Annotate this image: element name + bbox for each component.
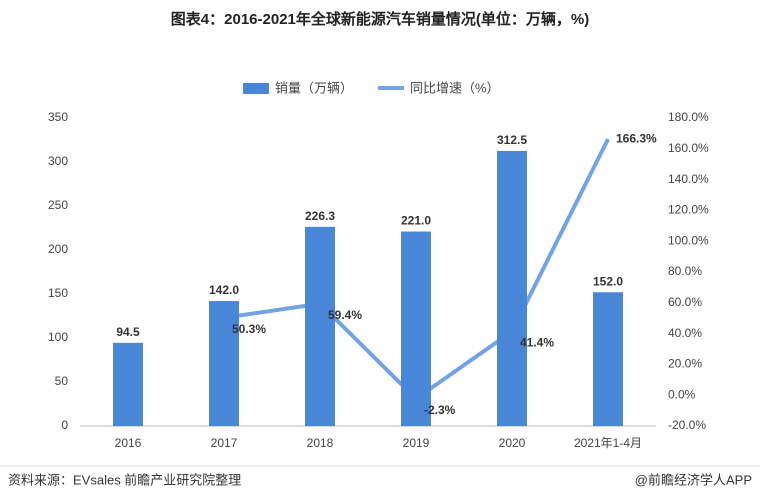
bar xyxy=(593,292,623,426)
y2-tick-label: 40.0% xyxy=(668,326,702,340)
bar xyxy=(497,151,527,426)
chart-title: 图表4：2016-2021年全球新能源汽车销量情况(单位：万辆，%) xyxy=(171,10,589,28)
value-label: 41.4% xyxy=(520,336,554,350)
y2-tick-label: 80.0% xyxy=(668,264,702,278)
x-tick-label: 2017 xyxy=(211,436,238,450)
y2-tick-label: 140.0% xyxy=(668,172,709,186)
value-label: 94.5 xyxy=(116,325,140,339)
y-tick-label: 300 xyxy=(48,154,68,168)
y-tick-label: 0 xyxy=(61,418,68,432)
value-label: 152.0 xyxy=(593,274,623,288)
x-tick-label: 2016 xyxy=(115,436,142,450)
y-tick-label: 100 xyxy=(48,330,68,344)
y2-tick-label: 160.0% xyxy=(668,141,709,155)
y2-tick-label: 180.0% xyxy=(668,110,709,124)
legend-label: 销量（万辆） xyxy=(275,80,353,95)
y2-tick-label: -20.0% xyxy=(668,418,706,432)
y-tick-label: 250 xyxy=(48,198,68,212)
value-label: 59.4% xyxy=(328,308,362,322)
value-label: 142.0 xyxy=(209,283,239,297)
value-label: 312.5 xyxy=(497,133,527,147)
bar xyxy=(209,301,239,426)
credit: @前瞻经济学人APP xyxy=(635,472,752,487)
value-label: -2.3% xyxy=(424,403,456,417)
bar xyxy=(113,342,143,426)
y-tick-label: 350 xyxy=(48,110,68,124)
value-label: 166.3% xyxy=(616,131,657,145)
value-label: 221.0 xyxy=(401,214,431,228)
y2-tick-label: 20.0% xyxy=(668,357,702,371)
y-tick-label: 200 xyxy=(48,242,68,256)
x-tick-label: 2021年1-4月 xyxy=(574,436,642,450)
legend-label: 同比增速（%） xyxy=(410,80,500,95)
y2-tick-label: 100.0% xyxy=(668,233,709,247)
source: 资料来源：EVsales 前瞻产业研究院整理 xyxy=(8,472,241,487)
y2-tick-label: 0.0% xyxy=(668,387,696,401)
y2-tick-label: 60.0% xyxy=(668,295,702,309)
x-tick-label: 2020 xyxy=(499,436,526,450)
bar xyxy=(305,226,335,426)
y2-tick-label: 120.0% xyxy=(668,203,709,217)
value-label: 226.3 xyxy=(305,209,335,223)
y-tick-label: 50 xyxy=(55,374,69,388)
y-tick-label: 150 xyxy=(48,286,68,300)
legend-swatch xyxy=(243,83,269,94)
bar xyxy=(401,231,431,426)
value-label: 50.3% xyxy=(232,322,266,336)
x-tick-label: 2018 xyxy=(307,436,334,450)
x-tick-label: 2019 xyxy=(403,436,430,450)
